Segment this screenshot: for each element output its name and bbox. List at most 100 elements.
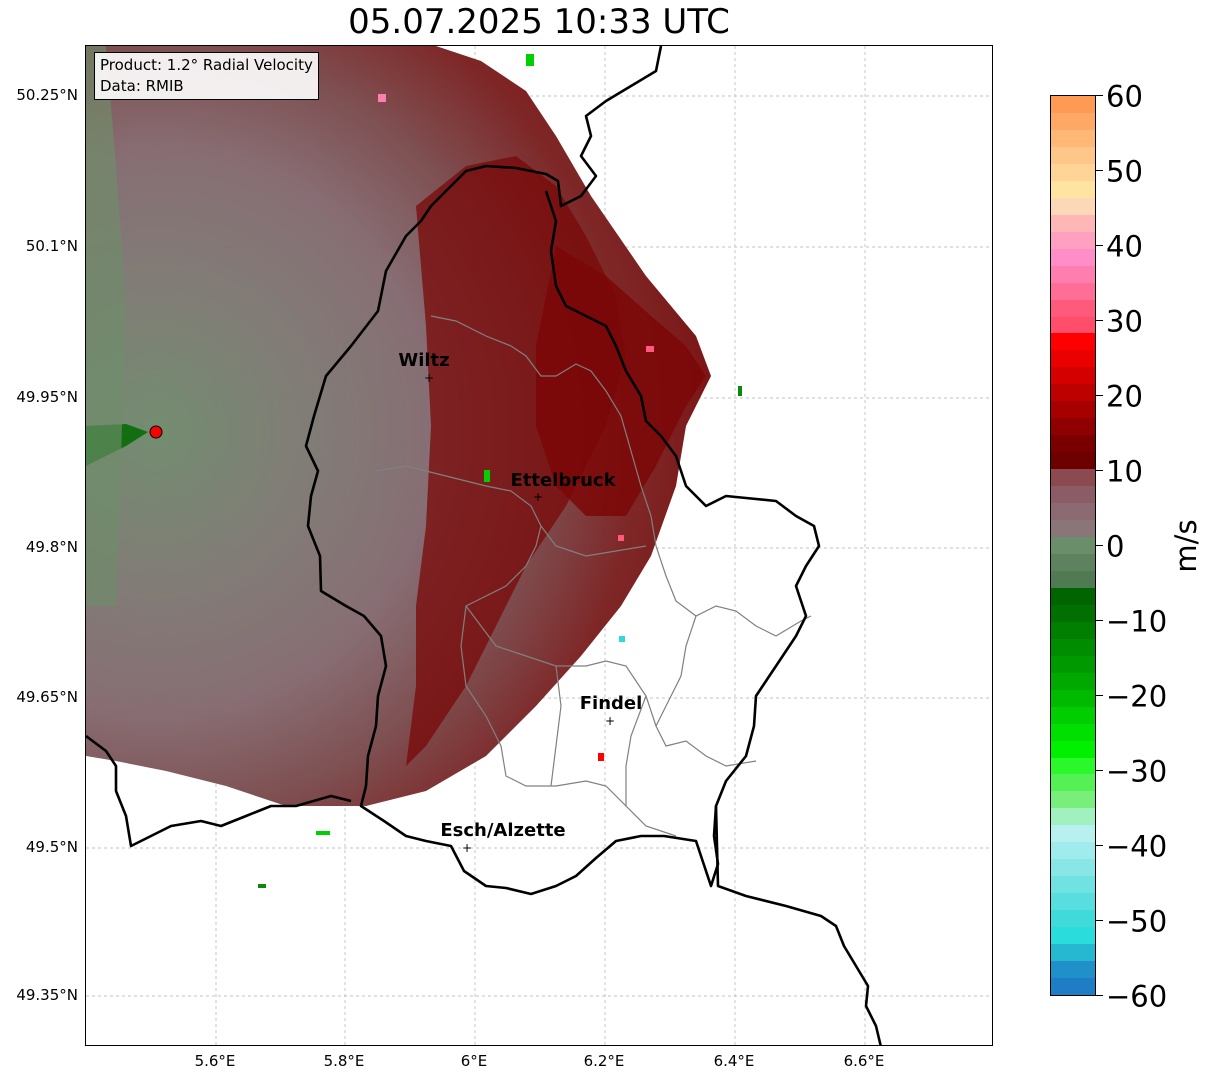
colorbar-tick bbox=[1096, 995, 1103, 996]
lon-label: 6.2°E bbox=[583, 1052, 625, 1070]
colorbar-segment bbox=[1051, 791, 1095, 809]
colorbar-segment bbox=[1051, 774, 1095, 793]
colorbar-label: −40 bbox=[1106, 829, 1168, 864]
colorbar-segment bbox=[1051, 452, 1095, 470]
city-marker-icon: + bbox=[532, 490, 544, 504]
colorbar-segment bbox=[1051, 282, 1095, 301]
lat-label: 49.65°N bbox=[16, 688, 78, 706]
colorbar-segment bbox=[1051, 570, 1095, 589]
colorbar-segment bbox=[1051, 757, 1095, 776]
colorbar-segment bbox=[1051, 672, 1095, 691]
colorbar-segment bbox=[1051, 893, 1095, 911]
city-label-ettelbruck: Ettelbruck bbox=[510, 470, 616, 491]
colorbar-tick bbox=[1096, 545, 1103, 546]
colorbar-segment bbox=[1051, 248, 1095, 267]
colorbar-tick bbox=[1096, 845, 1103, 846]
velocity-field bbox=[86, 46, 711, 806]
colorbar-segment bbox=[1051, 553, 1095, 572]
colorbar-label: 30 bbox=[1106, 304, 1143, 339]
colorbar-segment bbox=[1051, 638, 1095, 657]
city-marker-icon: + bbox=[423, 371, 435, 385]
colorbar-segment bbox=[1051, 333, 1095, 352]
lon-label: 5.6°E bbox=[194, 1052, 236, 1070]
colorbar-label: 20 bbox=[1106, 379, 1143, 414]
radar-site-marker bbox=[149, 425, 163, 439]
lon-label: 6°E bbox=[460, 1052, 488, 1070]
data-source-label: Data: RMIB bbox=[100, 77, 184, 95]
colorbar-label: 50 bbox=[1106, 154, 1143, 189]
colorbar-segment bbox=[1051, 299, 1095, 318]
colorbar-segment bbox=[1051, 129, 1095, 148]
lat-label: 49.8°N bbox=[25, 538, 78, 556]
colorbar-segment bbox=[1051, 486, 1095, 504]
colorbar-segment bbox=[1051, 706, 1095, 725]
colorbar-unit-label: m/s bbox=[1169, 519, 1203, 573]
colorbar-segment bbox=[1051, 808, 1095, 826]
product-label: Product: 1.2° Radial Velocity bbox=[100, 56, 313, 74]
colorbar-segment bbox=[1051, 180, 1095, 199]
colorbar-segment bbox=[1051, 621, 1095, 640]
colorbar-segment bbox=[1051, 163, 1095, 182]
city-label-wiltz: Wiltz bbox=[398, 350, 450, 371]
city-marker-icon: + bbox=[604, 714, 616, 728]
colorbar-segment bbox=[1051, 537, 1095, 555]
colorbar-segment bbox=[1051, 520, 1095, 538]
colorbar-label: 60 bbox=[1106, 79, 1143, 114]
lat-label: 49.95°N bbox=[16, 388, 78, 406]
colorbar-segment bbox=[1051, 978, 1095, 995]
colorbar-tick bbox=[1096, 395, 1103, 396]
country-borders bbox=[86, 46, 882, 1045]
colorbar-tick bbox=[1096, 695, 1103, 696]
map-title: 05.07.2025 10:33 UTC bbox=[348, 2, 730, 42]
colorbar-tick bbox=[1096, 170, 1103, 171]
colorbar-segment bbox=[1051, 469, 1095, 487]
colorbar-segment bbox=[1051, 723, 1095, 742]
colorbar-segment bbox=[1051, 146, 1095, 165]
colorbar-segment bbox=[1051, 112, 1095, 131]
colorbar-segment bbox=[1051, 587, 1095, 606]
lon-label: 5.8°E bbox=[323, 1052, 365, 1070]
colorbar-tick bbox=[1096, 770, 1103, 771]
colorbar-tick bbox=[1096, 920, 1103, 921]
colorbar-segment bbox=[1051, 418, 1095, 436]
colorbar-label: −10 bbox=[1106, 604, 1168, 639]
colorbar-segment bbox=[1051, 265, 1095, 284]
lon-label: 6.6°E bbox=[843, 1052, 885, 1070]
colorbar-segment bbox=[1051, 231, 1095, 250]
colorbar-label: −30 bbox=[1106, 754, 1168, 789]
colorbar-label: −50 bbox=[1106, 904, 1168, 939]
colorbar-tick bbox=[1096, 95, 1103, 96]
colorbar-segment bbox=[1051, 96, 1095, 114]
lat-label: 49.5°N bbox=[25, 838, 78, 856]
velocity-colorbar bbox=[1050, 95, 1096, 996]
colorbar-label: 10 bbox=[1106, 454, 1143, 489]
colorbar-label: −60 bbox=[1106, 979, 1168, 1014]
city-label-findel: Findel bbox=[579, 693, 643, 714]
lat-label: 50.1°N bbox=[25, 237, 78, 255]
colorbar-tick bbox=[1096, 245, 1103, 246]
scattered-echoes bbox=[258, 54, 742, 888]
colorbar-segment bbox=[1051, 740, 1095, 759]
colorbar-segment bbox=[1051, 604, 1095, 623]
map-canvas bbox=[86, 46, 992, 1045]
colorbar-segment bbox=[1051, 927, 1095, 945]
colorbar-label: 0 bbox=[1106, 529, 1125, 564]
colorbar-segment bbox=[1051, 503, 1095, 521]
colorbar-label: 40 bbox=[1106, 229, 1143, 264]
city-marker-icon: + bbox=[461, 841, 473, 855]
product-info-box: Product: 1.2° Radial Velocity Data: RMIB bbox=[94, 52, 319, 100]
colorbar-segment bbox=[1051, 655, 1095, 674]
radar-map[interactable] bbox=[85, 45, 993, 1046]
colorbar-segment bbox=[1051, 214, 1095, 233]
colorbar-segment bbox=[1051, 825, 1095, 843]
colorbar-segment bbox=[1051, 367, 1095, 385]
colorbar-segment bbox=[1051, 689, 1095, 708]
colorbar-segment bbox=[1051, 350, 1095, 368]
lon-label: 6.4°E bbox=[713, 1052, 755, 1070]
colorbar-segment bbox=[1051, 401, 1095, 419]
city-label-esch-alzette: Esch/Alzette bbox=[440, 820, 566, 841]
colorbar-tick bbox=[1096, 470, 1103, 471]
canton-boundaries bbox=[375, 315, 812, 837]
colorbar-segment bbox=[1051, 316, 1095, 335]
lat-label: 49.35°N bbox=[16, 986, 78, 1004]
